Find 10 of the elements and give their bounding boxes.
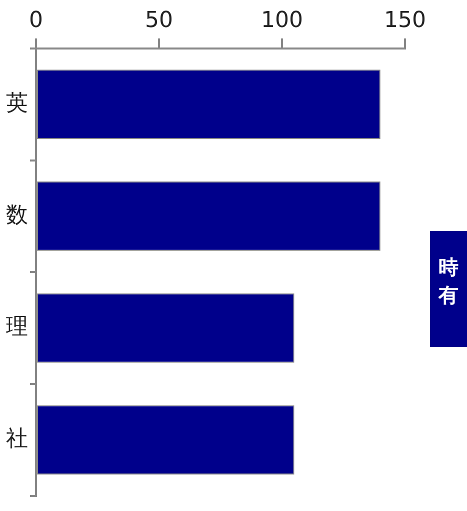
text: 時 [438,254,460,281]
x-tick-label: 100 [261,8,304,33]
y-tick-label: 社 [6,426,28,452]
x-tick-label: 150 [384,8,426,33]
y-tick-label: 英 [6,91,28,116]
x-tick-label: 0 [29,8,43,33]
y-tick-label: 理 [6,314,28,340]
text: 有 [437,282,460,309]
x-tick-label: 50 [145,8,173,33]
y-tick-label: 数 [6,202,28,228]
